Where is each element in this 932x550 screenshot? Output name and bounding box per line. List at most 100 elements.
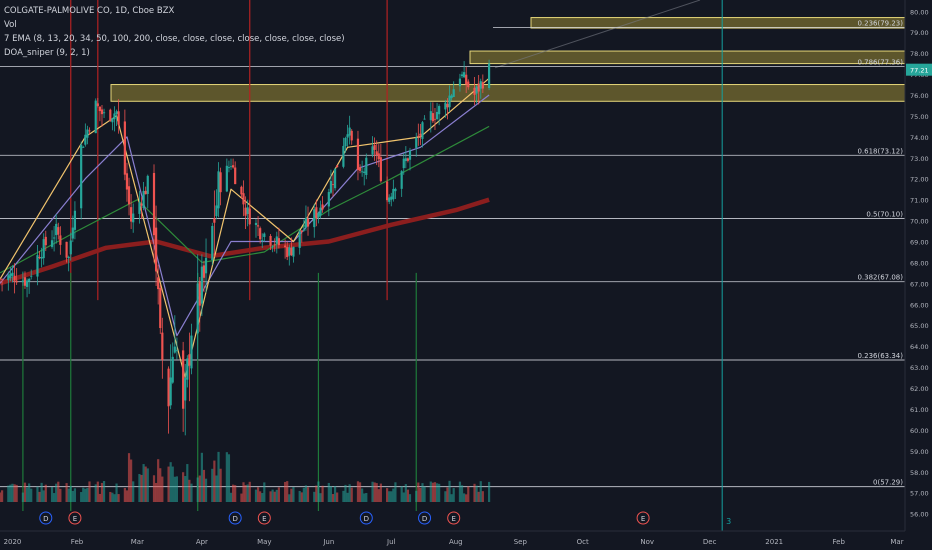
candle-body <box>284 245 287 248</box>
event-marker <box>418 511 432 525</box>
candle-body <box>125 173 129 190</box>
candle-body <box>329 180 333 193</box>
candle-body <box>317 212 320 218</box>
volume-bar <box>348 484 351 502</box>
price-tick-label: 61.00 <box>910 406 929 414</box>
volume-bar <box>182 472 185 502</box>
volume-bar <box>69 485 72 502</box>
volume-bar <box>186 464 189 502</box>
ema-indicator-label[interactable]: 7 EMA (8, 13, 20, 34, 50, 100, 200, clos… <box>4 34 345 44</box>
candle-body <box>463 72 466 78</box>
volume-bar <box>113 494 116 502</box>
volume-bar <box>321 485 324 502</box>
volume-bar <box>36 486 39 502</box>
candle-body <box>481 82 484 89</box>
resistance-zone <box>469 50 906 65</box>
candle-body <box>390 196 393 200</box>
volume-bar <box>358 482 362 502</box>
candle-body <box>88 130 91 132</box>
volume-bar <box>109 491 112 502</box>
candle-body <box>159 287 162 329</box>
time-tick-label: Feb <box>71 538 84 546</box>
candle-body <box>171 356 174 383</box>
volume-bar <box>82 487 85 502</box>
candle-body <box>346 134 349 138</box>
volume-bar <box>130 459 133 502</box>
price-tick-label: 60.00 <box>910 427 929 435</box>
volume-bar <box>175 476 179 502</box>
volume-bar <box>400 486 403 502</box>
symbol-title[interactable]: COLGATE-PALMOLIVE CO, 1D, Cboe BZX <box>4 6 175 16</box>
candle-body <box>271 246 274 248</box>
volume-bar <box>57 481 60 502</box>
volume-indicator-label[interactable]: Vol <box>4 20 17 30</box>
candle-body <box>190 335 193 369</box>
candle-body <box>321 204 324 210</box>
fib-level-label: 0.618(73.12) <box>857 147 903 155</box>
candle-body <box>9 273 12 279</box>
price-tick-label: 69.00 <box>910 239 929 247</box>
candle-body <box>113 113 116 120</box>
candle-body <box>211 225 214 261</box>
time-tick-label: Dec <box>703 538 717 546</box>
candle-body <box>394 188 397 192</box>
price-tick-label: 66.00 <box>910 301 929 309</box>
candle-body <box>102 112 106 114</box>
candle-body <box>458 78 462 87</box>
candle-body <box>446 103 449 108</box>
time-tick-label: Jul <box>386 538 396 546</box>
event-marker-label: D <box>422 515 427 523</box>
candle-body <box>261 239 264 241</box>
volume-bar <box>298 490 301 502</box>
candle-body <box>302 229 305 231</box>
candle-body <box>377 153 380 160</box>
volume-bar <box>331 494 335 502</box>
doa-indicator-label[interactable]: DOA_sniper (9, 2, 1) <box>4 48 90 58</box>
volume-bar <box>146 468 149 502</box>
volume-bar <box>313 491 316 502</box>
volume-bar <box>277 487 280 502</box>
volume-bar <box>53 493 56 502</box>
volume-bar <box>244 485 247 502</box>
candle-body <box>80 144 83 209</box>
time-tick-label: Oct <box>577 538 589 546</box>
ema-200-line <box>0 197 490 286</box>
candle-body <box>42 239 45 259</box>
candle-body <box>132 213 135 223</box>
volume-bar <box>365 492 368 502</box>
candle-body <box>327 192 330 207</box>
volume-bar <box>269 491 272 502</box>
volume-bar <box>444 491 447 502</box>
candle-body <box>421 122 424 139</box>
volume-bar <box>435 483 439 502</box>
candle-body <box>161 332 164 360</box>
volume-bar <box>144 466 147 502</box>
volume-bar <box>96 481 99 502</box>
volume-bar <box>219 468 222 502</box>
volume-bar <box>404 484 407 502</box>
candle-body <box>477 83 480 92</box>
candle-body <box>40 256 43 259</box>
volume-bar <box>273 491 276 502</box>
candle-body <box>123 121 126 175</box>
candle-body <box>71 227 74 239</box>
volume-bar <box>50 487 54 502</box>
volume-bar <box>292 486 295 502</box>
candle-body <box>331 184 335 186</box>
volume-bar <box>215 475 218 502</box>
event-marker-label: E <box>73 515 77 523</box>
volume-bar <box>388 491 391 502</box>
candle-body <box>259 228 262 240</box>
event-marker-label: D <box>232 515 237 523</box>
candle-body <box>30 275 33 277</box>
volume-bar <box>290 488 293 502</box>
candle-body <box>406 158 410 161</box>
candle-body <box>175 350 179 352</box>
volume-bar <box>80 492 83 502</box>
chart-legend: COLGATE-PALMOLIVE CO, 1D, Cboe BZX Vol 7… <box>4 4 345 60</box>
candle-body <box>11 272 14 276</box>
candle-body <box>304 218 308 228</box>
ema-50-line <box>0 94 490 337</box>
